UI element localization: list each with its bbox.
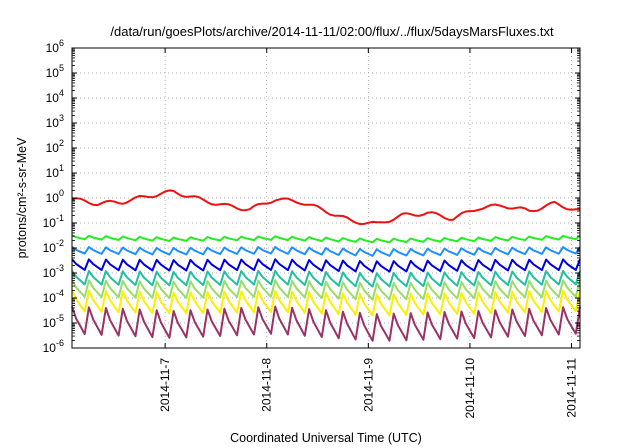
y-tick-exponent: -4	[56, 288, 64, 298]
y-tick-exponent: 6	[59, 38, 64, 48]
chart-title: /data/run/goesPlots/archive/2014-11-11/0…	[110, 24, 554, 39]
series-line	[71, 245, 581, 257]
y-tick-label: 10-1	[43, 213, 64, 230]
y-tick-label: 10-6	[43, 338, 64, 355]
series-line	[71, 258, 581, 273]
y-axis-ticks: 10-610-510-410-310-210-11001011021031041…	[43, 38, 580, 355]
series-line	[71, 234, 581, 244]
y-tick-label: 106	[46, 38, 64, 55]
y-tick-exponent: -5	[56, 313, 64, 323]
x-tick-label: 2014-11-7	[158, 358, 172, 412]
y-tick-label: 104	[46, 88, 64, 105]
y-tick-exponent: 5	[59, 63, 64, 73]
series-line	[71, 189, 581, 226]
series-lines	[71, 189, 581, 342]
y-tick-label: 10-5	[43, 313, 64, 330]
x-axis-ticks: 2014-11-7 2014-11-8 2014-11-9 2014-11-10 201…	[158, 48, 579, 419]
x-tick-label: 2014-11-10	[463, 358, 477, 419]
y-tick-label: 10-3	[43, 263, 64, 280]
series-line	[71, 279, 581, 301]
y-tick-label: 100	[46, 188, 64, 205]
series-line	[71, 289, 581, 317]
x-tick-label: 2014-11-11	[565, 358, 579, 418]
y-tick-label: 105	[46, 63, 64, 80]
y-tick-label: 102	[46, 138, 64, 155]
y-tick-exponent: -1	[56, 213, 64, 223]
y-tick-exponent: -2	[56, 238, 64, 248]
y-tick-label: 103	[46, 113, 64, 130]
y-tick-exponent: -3	[56, 263, 64, 273]
y-tick-exponent: 2	[59, 138, 64, 148]
y-tick-label: 101	[46, 163, 64, 180]
x-tick-label: 2014-11-9	[361, 358, 375, 412]
y-tick-label: 10-2	[43, 238, 64, 255]
y-tick-exponent: 0	[59, 188, 64, 198]
y-tick-exponent: 1	[59, 163, 64, 173]
x-axis-label: Coordinated Universal Time (UTC)	[230, 431, 422, 445]
y-axis-label: protons/cm²-s-sr-MeV	[15, 137, 29, 259]
y-tick-exponent: 3	[59, 113, 64, 123]
x-tick-label: 2014-11-8	[260, 358, 274, 412]
y-tick-exponent: -6	[56, 338, 64, 348]
y-tick-exponent: 4	[59, 88, 64, 98]
series-line	[71, 269, 581, 288]
y-tick-label: 10-4	[43, 288, 64, 305]
series-line	[71, 305, 581, 342]
